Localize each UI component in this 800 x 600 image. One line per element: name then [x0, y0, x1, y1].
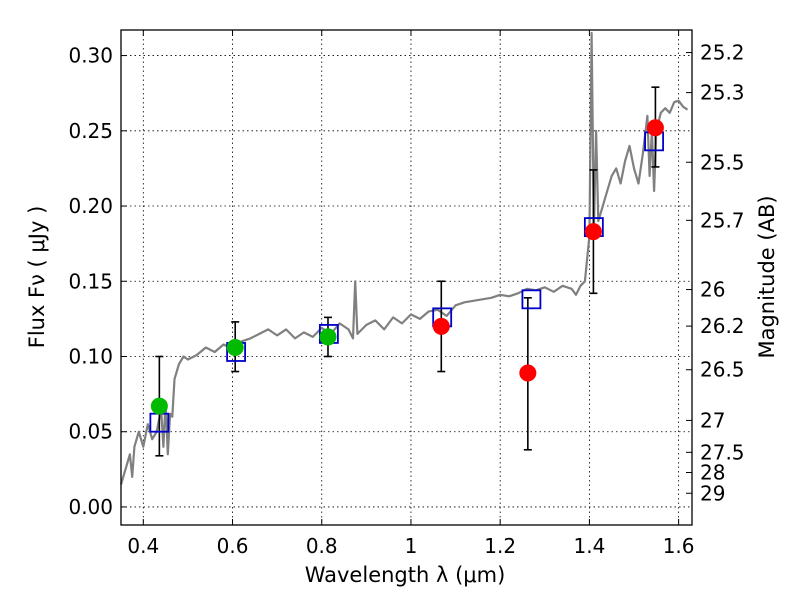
- circle-marker: [584, 223, 602, 241]
- right-axis-label: Magnitude (AB): [755, 195, 779, 358]
- spectrum-line: [119, 31, 689, 485]
- right-tick-label: 28: [700, 460, 725, 484]
- right-tick-label: 26.2: [700, 314, 745, 338]
- y-tick-label: 0.20: [68, 194, 113, 218]
- circle-marker: [319, 328, 337, 346]
- right-tick-label: 26.5: [700, 358, 745, 382]
- error-bars: [155, 86, 660, 457]
- x-tick-label: 1: [405, 534, 418, 558]
- right-tick-label: 25.3: [700, 81, 745, 105]
- x-tick-label: 0.8: [306, 534, 338, 558]
- right-tick-label: 25.5: [700, 150, 745, 174]
- circle-marker: [226, 338, 244, 356]
- square-marker: [521, 289, 542, 310]
- x-tick-label: 0.6: [217, 534, 249, 558]
- y-axis-label: Flux Fν ( μJy ): [25, 206, 49, 349]
- x-tick-label: 1.4: [573, 534, 605, 558]
- y-tick-label: 0.25: [68, 119, 113, 143]
- x-tick-label: 1.6: [663, 534, 695, 558]
- circle-marker: [646, 119, 664, 137]
- circle-marker: [519, 364, 537, 382]
- right-tick-label: 27: [700, 408, 725, 432]
- y-tick-label: 0.00: [68, 495, 113, 519]
- plot-frame: [120, 29, 693, 526]
- y-tick-label: 0.05: [68, 420, 113, 444]
- x-axis-label: Wavelength λ (μm): [305, 563, 506, 587]
- y-tick-label: 0.15: [68, 269, 113, 293]
- x-ticks: 0.4 0.6 0.8 1 1.2 1.4 1.6: [127, 30, 695, 558]
- y-ticks: 0.00 0.05 0.10 0.15 0.20 0.25 0.30: [68, 44, 127, 519]
- right-tick-label: 25.7: [700, 208, 745, 232]
- circle-marker: [150, 397, 168, 415]
- x-tick-label: 0.4: [127, 534, 159, 558]
- circle-marker: [432, 317, 450, 335]
- right-tick-label: 26: [700, 278, 725, 302]
- grid-lines: [121, 30, 692, 525]
- model-spectrum: [119, 31, 689, 485]
- right-tick-label: 29: [700, 481, 725, 505]
- y-tick-label: 0.10: [68, 344, 113, 368]
- y-tick-label: 0.30: [68, 44, 113, 68]
- data-markers: [149, 119, 664, 433]
- right-tick-label: 27.5: [700, 440, 745, 464]
- x-tick-label: 1.2: [484, 534, 516, 558]
- right-tick-label: 25.2: [700, 41, 745, 65]
